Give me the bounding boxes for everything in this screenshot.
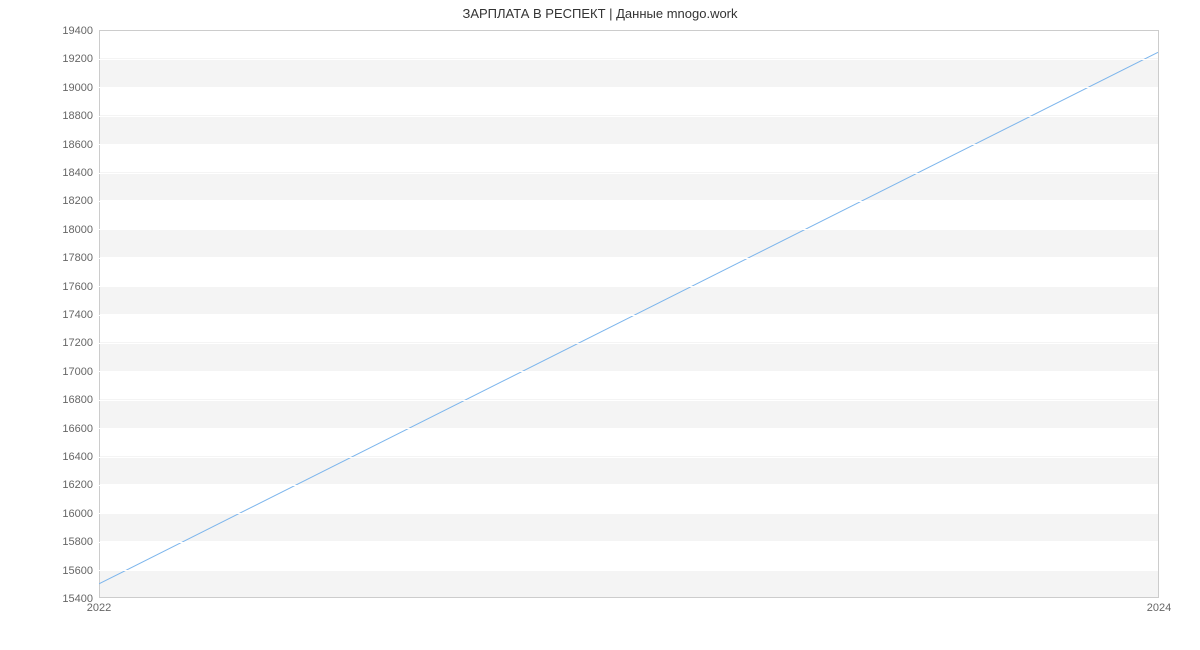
y-gridline — [99, 258, 1158, 259]
y-tick-label: 17200 — [62, 337, 93, 349]
y-tick-label: 15600 — [62, 565, 93, 577]
y-gridline — [99, 229, 1158, 230]
y-tick-label: 19000 — [62, 82, 93, 94]
y-tick-label: 16200 — [62, 479, 93, 491]
y-tick-label: 17000 — [62, 366, 93, 378]
y-gridline — [99, 570, 1158, 571]
y-gridline — [99, 428, 1158, 429]
x-tick-label: 2022 — [87, 602, 111, 614]
y-tick-label: 16800 — [62, 394, 93, 406]
y-tick-label: 18200 — [62, 195, 93, 207]
y-tick-label: 18600 — [62, 139, 93, 151]
y-tick-label: 18000 — [62, 224, 93, 236]
y-gridline — [99, 371, 1158, 372]
y-gridline — [99, 87, 1158, 88]
x-tick-label: 2024 — [1147, 602, 1171, 614]
y-tick-label: 17800 — [62, 252, 93, 264]
y-tick-label: 18800 — [62, 110, 93, 122]
y-gridline — [99, 315, 1158, 316]
y-tick-label: 19200 — [62, 53, 93, 65]
series-line — [99, 52, 1158, 584]
y-tick-label: 17600 — [62, 281, 93, 293]
y-gridline — [99, 485, 1158, 486]
y-tick-label: 16000 — [62, 508, 93, 520]
chart-title: ЗАРПЛАТА В РЕСПЕКТ | Данные mnogo.work — [0, 6, 1200, 21]
y-gridline — [99, 116, 1158, 117]
y-tick-label: 18400 — [62, 167, 93, 179]
y-tick-label: 15800 — [62, 536, 93, 548]
y-gridline — [99, 173, 1158, 174]
y-gridline — [99, 343, 1158, 344]
y-gridline — [99, 144, 1158, 145]
y-gridline — [99, 457, 1158, 458]
y-gridline — [99, 59, 1158, 60]
y-tick-label: 19400 — [62, 25, 93, 37]
y-tick-label: 16600 — [62, 423, 93, 435]
plot-area: 1540015600158001600016200164001660016800… — [99, 30, 1159, 598]
y-gridline — [99, 400, 1158, 401]
y-gridline — [99, 513, 1158, 514]
y-tick-label: 17400 — [62, 309, 93, 321]
y-gridline — [99, 286, 1158, 287]
y-gridline — [99, 201, 1158, 202]
y-tick-label: 16400 — [62, 451, 93, 463]
y-gridline — [99, 542, 1158, 543]
